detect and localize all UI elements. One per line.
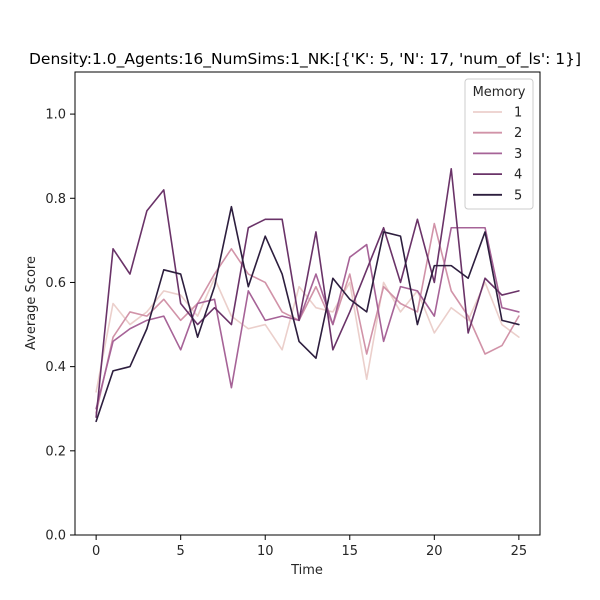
y-tick-label: 0.4 [45,360,66,375]
chart-title: Density:1.0_Agents:16_NumSims:1_NK:[{'K'… [29,50,581,69]
legend-label-memory-5: 5 [514,188,522,203]
legend-label-memory-1: 1 [514,106,522,121]
x-tick-label: 10 [257,544,274,559]
x-axis-label: Time [290,563,323,578]
y-axis-label: Average Score [24,256,39,350]
x-tick-label: 0 [92,544,100,559]
plot-frame [74,71,541,536]
y-tick-label: 0.0 [45,529,66,544]
series-line-memory-2 [95,222,520,414]
y-tick-label: 0.2 [45,444,66,459]
y-axis: 0.0 0.2 0.4 0.6 0.8 1.0 [45,108,75,544]
series-line-memory-4 [95,168,520,418]
legend-title: Memory [473,85,526,100]
y-tick-label: 0.8 [45,192,66,207]
x-axis: 0 5 10 15 20 25 [92,535,527,559]
x-tick-label: 20 [426,544,443,559]
legend: Memory 1 2 3 4 5 [464,78,534,210]
legend-label-memory-4: 4 [514,168,522,183]
x-tick-label: 15 [341,544,358,559]
legend-items: 1 2 3 4 5 [473,106,522,203]
series-line-memory-3 [95,226,520,410]
plot-area [74,71,541,536]
legend-label-memory-3: 3 [514,147,522,162]
y-tick-label: 0.6 [45,276,66,291]
x-tick-label: 25 [511,544,528,559]
x-tick-label: 5 [177,544,185,559]
series-line-memory-5 [95,205,520,423]
series-lines [95,168,520,423]
legend-label-memory-2: 2 [514,126,522,141]
y-tick-label: 1.0 [45,108,66,123]
